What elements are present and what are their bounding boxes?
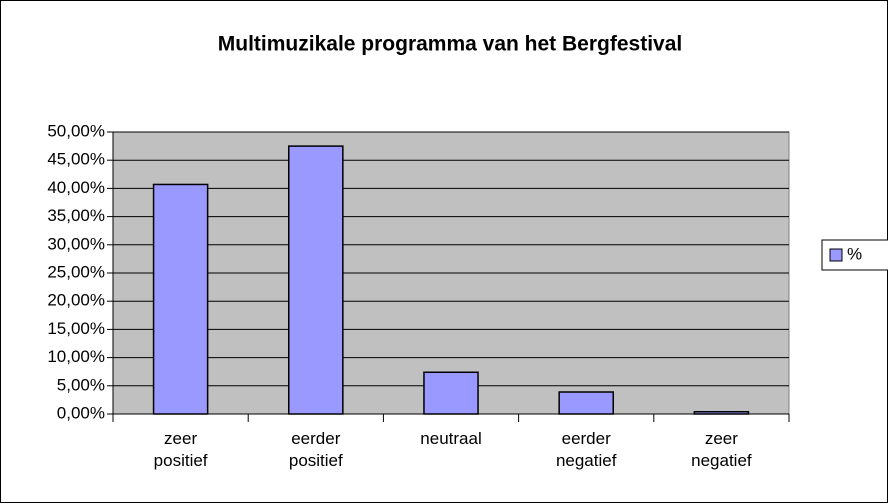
- legend-swatch: [829, 248, 843, 262]
- y-tick-label: 25,00%: [47, 262, 105, 281]
- y-tick-label: 10,00%: [47, 347, 105, 366]
- x-tick-label: eerder positief: [288, 429, 343, 470]
- bar: [152, 183, 209, 415]
- bar: [423, 371, 479, 415]
- bar: [288, 145, 344, 415]
- x-tick-label: zeer negatief: [691, 429, 752, 470]
- y-tick-label: 35,00%: [47, 206, 105, 225]
- y-tick-label: 45,00%: [47, 150, 105, 169]
- bar: [693, 410, 750, 415]
- x-tick-label: zeer positief: [153, 429, 208, 470]
- legend-label: %: [847, 244, 862, 263]
- chart-title: Multimuzikale programma van het Bergfest…: [218, 33, 682, 56]
- bar: [558, 391, 614, 415]
- y-tick-label: 15,00%: [47, 319, 105, 338]
- y-tick-label: 5,00%: [57, 375, 105, 394]
- x-tick-label: eerder negatief: [555, 429, 617, 470]
- y-tick-label: 30,00%: [47, 234, 105, 253]
- y-tick-label: 40,00%: [47, 178, 105, 197]
- x-tick-label: neutraal: [420, 429, 482, 448]
- y-tick-label: 50,00%: [47, 121, 105, 140]
- y-tick-label: 0,00%: [57, 403, 105, 422]
- y-tick-label: 20,00%: [47, 291, 105, 310]
